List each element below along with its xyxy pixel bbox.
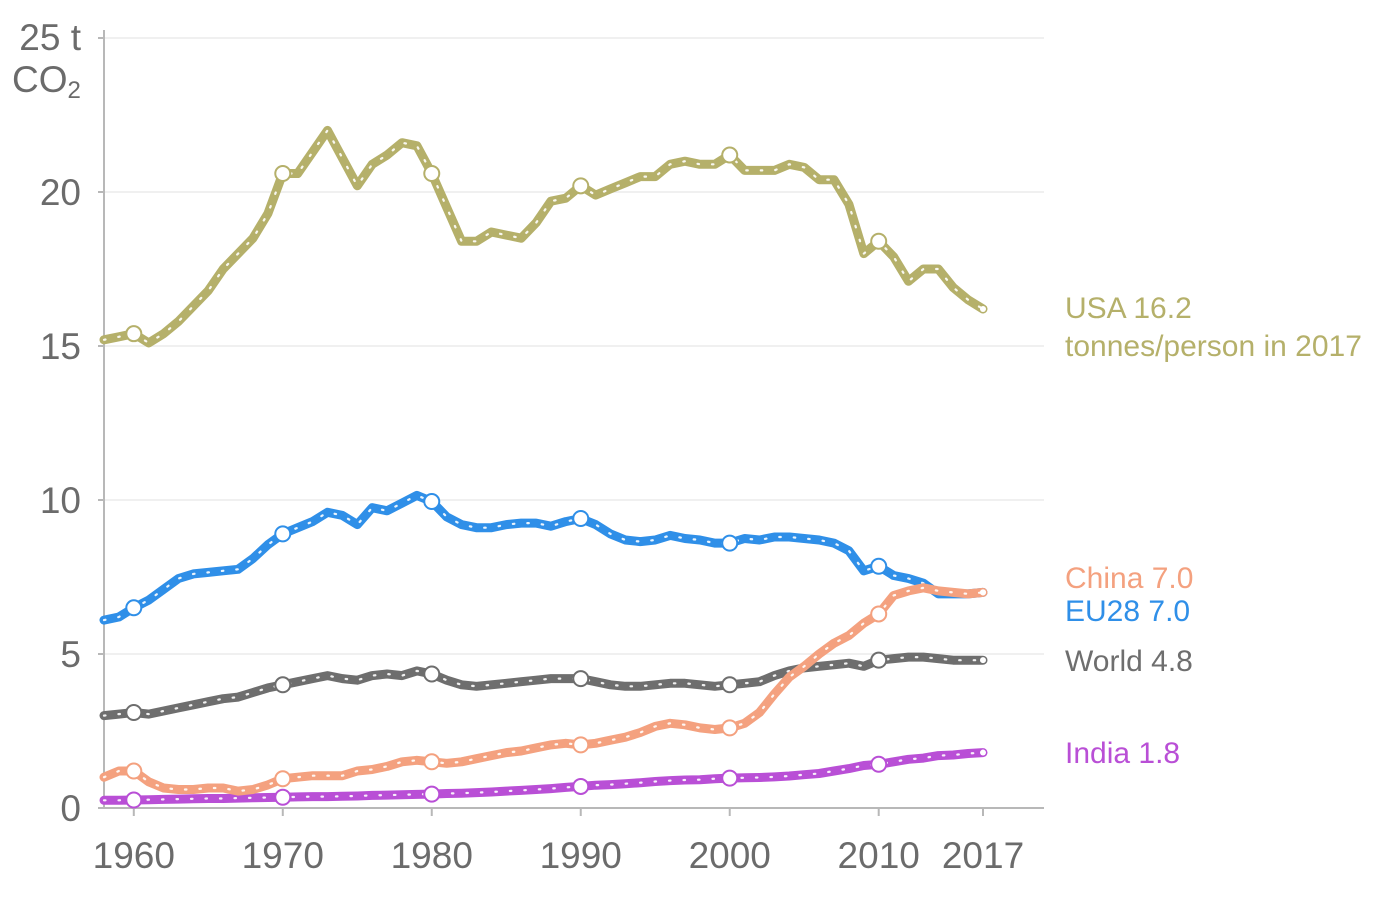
marker-india [125,791,143,809]
marker-china [870,605,888,623]
y-unit-top: 25 t [19,17,81,58]
series-label-china: China 7.0 [1065,562,1193,595]
marker-world [125,704,143,722]
axes [103,30,1044,809]
marker-world [274,676,292,694]
marker-china [423,753,441,771]
y-tick-label: 0 [60,788,81,829]
marker-world [870,651,888,669]
series-line-eu28 [99,490,988,625]
x-ticks: 1960 1970 1980 1990 2000 2010 2017 [93,808,1024,876]
series-label-world: World 4.8 [1065,645,1193,678]
y-unit-bottom: CO2 [12,59,81,104]
marker-india [572,777,590,795]
marker-usa [572,177,590,195]
marker-usa [423,165,441,183]
marker-china [572,736,590,754]
series-line-dots-eu28 [102,494,985,622]
series-sublabel-usa: tonnes/person in 2017 [1065,330,1362,363]
grid-lines [104,37,1044,655]
x-tick-label: 1980 [391,835,473,876]
marker-india [274,788,292,806]
y-tick-label: 10 [40,480,81,521]
x-tick-label: 2000 [689,835,771,876]
series-label-india: India 1.8 [1065,737,1180,770]
y-unit-co: CO [12,59,68,100]
marker-world [423,665,441,683]
x-tick-label: 1970 [242,835,324,876]
marker-world [572,670,590,688]
marker-eu28 [274,525,292,543]
series-line-dots-usa [102,128,985,345]
marker-china [721,719,739,737]
series-line-china [99,583,988,796]
marker-world [721,676,739,694]
x-tick-label: 2017 [942,835,1024,876]
end-point-world [980,657,986,664]
marker-india [870,755,888,773]
end-point-usa [980,306,986,313]
series-label-eu28: EU28 7.0 [1065,595,1190,628]
marker-usa [870,232,888,250]
series-label-usa: USA 16.2 [1065,292,1192,325]
y-tick-label: 20 [40,172,81,213]
marker-usa [274,165,292,183]
series-line-dots-china [102,586,985,793]
x-tick-label: 1960 [93,835,175,876]
marker-eu28 [423,493,441,511]
marker-china [274,770,292,788]
marker-usa [125,325,143,343]
x-tick-label: 1990 [540,835,622,876]
y-ticks: 0 5 10 15 20 [40,37,104,829]
y-unit-subscript: 2 [68,77,81,104]
marker-india [423,785,441,803]
series-lines [99,125,988,805]
y-tick-label: 5 [60,634,81,675]
series-line-usa [99,125,988,348]
marker-eu28 [721,534,739,552]
end-point-india [980,749,986,756]
x-tick-label: 2010 [838,835,920,876]
series-line-dots-india [102,751,985,802]
series-line-world [99,652,988,721]
y-tick-label: 15 [40,326,81,367]
series-markers [125,146,986,809]
end-point-china [980,589,986,596]
marker-eu28 [572,509,590,527]
series-labels: USA 16.2 tonnes/person in 2017 China 7.0EU… [1065,292,1362,770]
marker-china [125,762,143,780]
marker-eu28 [125,599,143,617]
marker-usa [721,146,739,164]
marker-eu28 [870,557,888,575]
series-line-dots-world [102,656,985,717]
marker-india [721,769,739,787]
